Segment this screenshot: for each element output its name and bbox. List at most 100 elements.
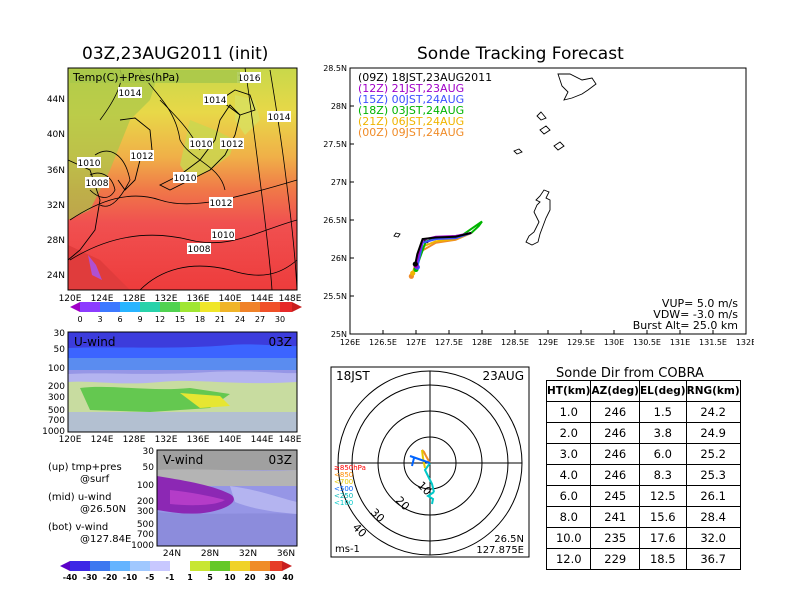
pressure-tick: 30 xyxy=(54,329,66,339)
x-tick-group: 126E 126.5E 127E 127.5E 128E 128.5E 129E 129.5E… xyxy=(340,330,754,347)
colorbar-tick: -40 xyxy=(63,573,78,582)
x-tick-label: 126E xyxy=(340,338,360,347)
table-row: 4.0 246 8.3 25.3 xyxy=(545,464,741,486)
isobar-label: 1008 xyxy=(188,245,211,255)
colorbar-tick: 27 xyxy=(255,315,265,324)
polar-date: 23AUG xyxy=(482,369,524,383)
tracking-title: Sonde Tracking Forecast xyxy=(417,44,624,64)
surface-map: 1016 1014 1014 1014 1012 1010 1012 1010 … xyxy=(47,67,302,304)
table-cell: 36.7 xyxy=(685,548,741,570)
lat-tick: 24N xyxy=(47,271,65,281)
pressure-tick: 50 xyxy=(54,345,66,355)
temperature-colorbar: 0 3 6 9 12 15 18 21 24 27 30 xyxy=(70,302,302,324)
colorbar-tick: -5 xyxy=(146,573,155,582)
colorbar-tick: 0 xyxy=(77,315,82,324)
table-cell: 241 xyxy=(590,506,640,528)
y-tick-group: 25N 25.5N 26N 26.5N 27N 27.5N 28N 28.5N xyxy=(323,64,354,339)
table-row: 1.0 246 1.5 24.2 xyxy=(545,401,741,423)
table-cell: 235 xyxy=(590,527,640,549)
track-series-group xyxy=(408,220,483,279)
tracking-legend: (09Z) 18JST,23AUG2011 (12Z) 21JST,23AUG … xyxy=(358,72,492,138)
tracking-plot-area xyxy=(349,67,747,335)
v-wind-time: 03Z xyxy=(269,453,293,467)
track-line xyxy=(414,231,472,265)
header-el: EL(deg) xyxy=(638,380,687,402)
burst-alt-text: Burst Alt= 25.0 km xyxy=(632,319,738,332)
u-wind-time: 03Z xyxy=(269,335,293,349)
altitude-legend-item: <850 xyxy=(334,471,353,479)
polar-lat: 26.5N xyxy=(494,534,524,545)
y-tick-label: 26N xyxy=(331,254,347,263)
altitude-legend-item: <700 xyxy=(334,478,353,486)
y-tick-label: 27N xyxy=(331,178,347,187)
x-tick-label: 127E xyxy=(406,338,426,347)
lon-tick: 128E xyxy=(123,435,146,445)
cobra-title: Sonde Dir from COBRA xyxy=(556,366,704,381)
legend-item: (15Z) 00JST,24AUG xyxy=(358,93,465,106)
table-cell: 25.3 xyxy=(685,464,741,486)
vup-text: VUP= 5.0 m/s xyxy=(661,297,738,310)
x-tick-label: 131.5E xyxy=(699,338,727,347)
lat-tick: 28N xyxy=(201,549,219,559)
isobar-label: 1010 xyxy=(174,174,197,184)
isobar-label: 1016 xyxy=(238,74,261,84)
table-cell: 15.6 xyxy=(638,506,687,528)
table-row: 2.0 246 3.8 24.9 xyxy=(545,422,741,444)
u-wind-label: U-wind xyxy=(74,335,115,349)
lon-tick: 128E xyxy=(123,294,146,304)
pressure-tick: 500 xyxy=(137,520,154,530)
colorbar-tick: 30 xyxy=(264,573,276,582)
table-cell: 1.5 xyxy=(638,401,687,423)
isobar-label: 1010 xyxy=(212,231,235,241)
lon-tick: 136E xyxy=(187,435,210,445)
table-cell: 3.0 xyxy=(545,443,592,465)
x-tick-label: 129E xyxy=(538,338,558,347)
colorbar-tick: 21 xyxy=(215,315,225,324)
note-mid: (mid) u-wind @26.50N xyxy=(48,492,127,515)
table-cell: 17.6 xyxy=(638,527,687,549)
y-tick-label: 25N xyxy=(331,330,347,339)
table-cell: 8.0 xyxy=(545,506,592,528)
table-cell: 24.9 xyxy=(685,422,741,444)
table-cell: 12.5 xyxy=(638,485,687,507)
colorbar-tick: 24 xyxy=(235,315,245,324)
pressure-tick: 500 xyxy=(48,406,65,416)
lon-tick: 136E xyxy=(187,294,210,304)
isobar-label: 1012 xyxy=(210,199,233,209)
x-tick-label: 127.5E xyxy=(435,338,463,347)
isobar-label: 1010 xyxy=(190,140,213,150)
x-tick-label: 128.5E xyxy=(501,338,529,347)
pressure-tick: 700 xyxy=(137,530,154,540)
x-tick-label: 126.5E xyxy=(369,338,397,347)
y-tick-label: 25.5N xyxy=(323,292,347,301)
pressure-tick: 1000 xyxy=(42,427,65,437)
isobar-label: 1008 xyxy=(86,179,109,189)
isobar-label: 1010 xyxy=(78,159,101,169)
lon-tick: 140E xyxy=(219,294,242,304)
header-az: AZ(deg) xyxy=(590,380,640,402)
table-cell: 18.5 xyxy=(638,548,687,570)
lon-tick: 124E xyxy=(91,435,114,445)
table-cell: 2.0 xyxy=(545,422,592,444)
note-up: (up) tmp+pres @surf xyxy=(48,462,122,485)
lon-tick: 124E xyxy=(91,294,114,304)
colorbar-tick: -10 xyxy=(123,573,138,582)
table-cell: 6.0 xyxy=(638,443,687,465)
balloon-params: VUP= 5.0 m/s VDW= -3.0 m/s Burst Alt= 25… xyxy=(620,298,738,331)
header-ht: HT(km) xyxy=(545,380,592,402)
pressure-tick: 30 xyxy=(143,447,155,457)
table-cell: 24.2 xyxy=(685,401,741,423)
lat-tick: 24N xyxy=(163,549,181,559)
map-panel-title: 03Z,23AUG2011 (init) xyxy=(82,44,269,64)
table-row: 10.0 235 17.6 32.0 xyxy=(545,527,741,549)
table-cell: 10.0 xyxy=(545,527,592,549)
lon-tick: 120E xyxy=(59,435,82,445)
table-cell: 245 xyxy=(590,485,640,507)
lat-tick: 44N xyxy=(47,95,65,105)
legend-item: (12Z) 21JST,23AUG xyxy=(358,82,465,95)
table-header-row: HT(km) AZ(deg) EL(deg) RNG(km) xyxy=(545,380,741,402)
colorbar-tick: 30 xyxy=(275,315,285,324)
colorbar-tick: -20 xyxy=(103,573,118,582)
isobar-label: 1014 xyxy=(204,96,227,106)
legend-item: (21Z) 06JST,24AUG xyxy=(358,115,465,128)
